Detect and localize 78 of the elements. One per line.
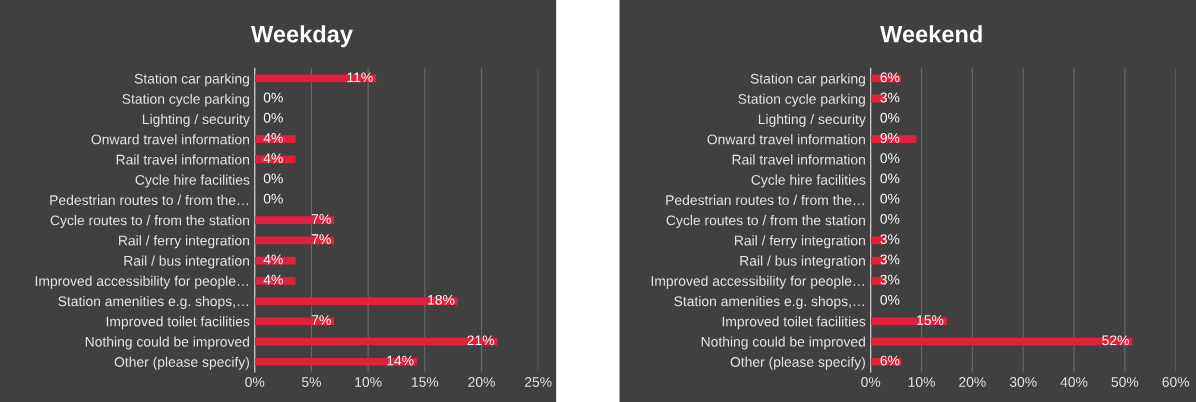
- y-tick-label: Lighting / security: [142, 113, 250, 127]
- data-label: 0%: [263, 92, 283, 103]
- data-label: 7%: [311, 214, 331, 224]
- y-tick-label: Station amenities e.g. shops,…: [58, 296, 249, 309]
- data-label: 14%: [387, 355, 414, 366]
- y-tick-label: Rail / ferry integration: [734, 235, 865, 249]
- data-label: 0%: [880, 193, 900, 204]
- chart-title: Weekday: [251, 25, 353, 48]
- y-tick-label: Improved toilet facilities: [722, 316, 866, 330]
- x-tick-label: 15%: [411, 377, 439, 387]
- data-label: 52%: [1102, 335, 1129, 346]
- data-label: 0%: [880, 294, 900, 305]
- bar: [254, 297, 458, 305]
- data-label: 4%: [263, 254, 283, 265]
- data-label: 0%: [263, 112, 283, 123]
- bar: [870, 317, 947, 326]
- y-tick-label: Rail travel information: [732, 154, 865, 165]
- y-tick-label: Improved accessibility for people…: [651, 275, 864, 289]
- data-label: 4%: [263, 133, 283, 143]
- x-tick-label: 0%: [245, 377, 265, 387]
- x-tick-label: 0%: [861, 377, 881, 387]
- data-label: 18%: [428, 294, 455, 305]
- bar: [254, 357, 417, 366]
- x-tick-label: 10%: [355, 377, 382, 387]
- y-tick-label: Rail travel information: [116, 154, 249, 165]
- x-tick-label: 20%: [959, 377, 986, 387]
- data-label: 6%: [880, 355, 900, 366]
- y-tick-label: Cycle routes to / from the station: [50, 215, 249, 229]
- data-label: 0%: [880, 112, 900, 123]
- data-label: 9%: [880, 133, 900, 143]
- y-tick-label: Onward travel information: [707, 134, 865, 145]
- y-tick-label: Cycle hire facilities: [751, 174, 866, 188]
- data-label: 4%: [263, 153, 283, 164]
- y-tick-label: Station car parking: [134, 73, 249, 87]
- x-tick-label: 5%: [301, 377, 321, 387]
- data-label: 6%: [880, 72, 900, 83]
- y-tick-label: Pedestrian routes to / from the…: [50, 194, 249, 206]
- x-tick-label: 25%: [525, 377, 552, 387]
- y-tick-label: Cycle hire facilities: [135, 174, 250, 188]
- bar: [254, 317, 335, 326]
- data-label: 4%: [263, 274, 283, 285]
- y-tick-label: Rail / bus integration: [124, 255, 249, 269]
- x-tick-label: 60%: [1162, 377, 1190, 387]
- chart-title: Weekend: [880, 25, 982, 43]
- bar: [254, 276, 296, 285]
- y-tick-label: Lighting / security: [758, 113, 866, 127]
- y-tick-label: Rail / ferry integration: [119, 235, 249, 249]
- y-tick-label: Station car parking: [750, 73, 865, 87]
- y-tick-label: Other (please specify): [114, 356, 250, 370]
- y-tick-label: Nothing could be improved: [701, 336, 865, 350]
- y-tick-label: Cycle routes to / from the station: [666, 215, 865, 229]
- data-label: 0%: [880, 153, 900, 164]
- bar: [254, 216, 335, 224]
- y-tick-label: Pedestrian routes to / from the…: [666, 194, 864, 206]
- data-label: 0%: [880, 213, 900, 224]
- bar: [254, 236, 335, 245]
- x-tick-label: 20%: [468, 377, 495, 387]
- data-label: 7%: [311, 315, 331, 325]
- data-label: 0%: [263, 173, 283, 184]
- y-tick-label: Onward travel information: [91, 134, 249, 145]
- x-tick-label: 30%: [1009, 377, 1037, 387]
- y-tick-label: Station cycle parking: [738, 93, 865, 107]
- x-tick-label: 40%: [1060, 377, 1088, 387]
- data-label: 11%: [347, 72, 373, 83]
- x-tick-label: 10%: [908, 377, 935, 387]
- y-tick-label: Other (please specify): [730, 356, 865, 370]
- y-tick-label: Station cycle parking: [122, 93, 249, 107]
- data-label: 7%: [311, 234, 331, 244]
- data-label: 21%: [467, 335, 495, 346]
- y-tick-label: Improved accessibility for people…: [35, 275, 249, 289]
- data-label: 15%: [917, 315, 944, 325]
- y-tick-label: Improved toilet facilities: [106, 316, 250, 330]
- y-tick-label: Nothing could be improved: [85, 336, 249, 350]
- data-label: 0%: [263, 193, 283, 204]
- y-tick-label: Station amenities e.g. shops,…: [674, 296, 864, 309]
- data-label: 0%: [880, 173, 900, 184]
- x-tick-label: 50%: [1111, 377, 1139, 387]
- y-tick-label: Rail / bus integration: [740, 255, 865, 269]
